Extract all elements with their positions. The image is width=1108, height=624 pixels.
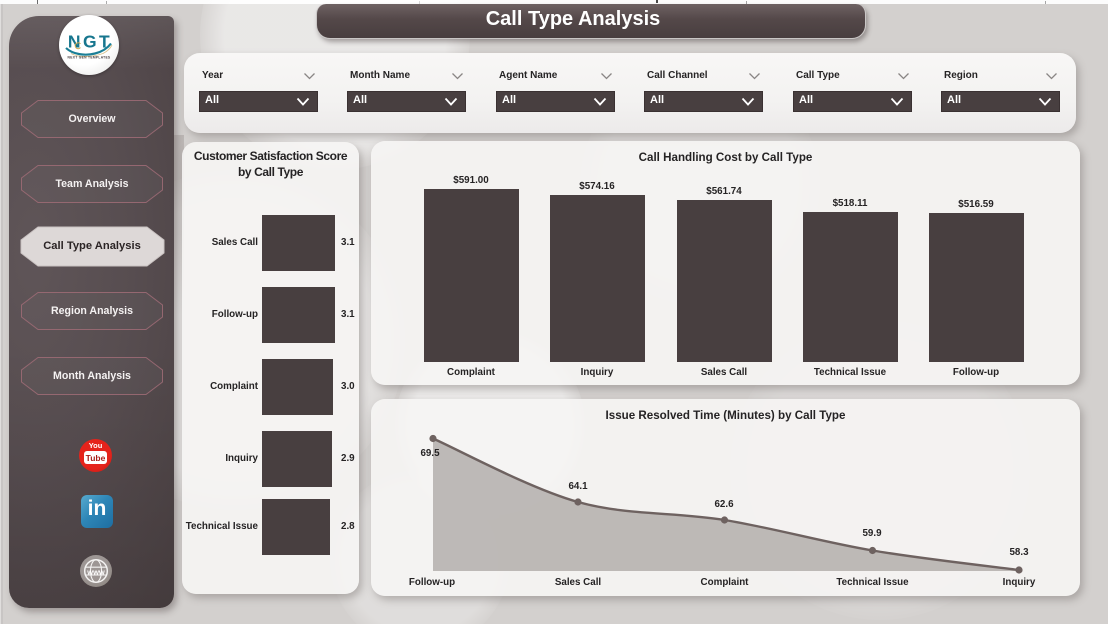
svg-text:NGT: NGT bbox=[68, 32, 112, 52]
svg-text:NEXT GEN TEMPLATES: NEXT GEN TEMPLATES bbox=[68, 56, 111, 60]
svg-text:www: www bbox=[86, 567, 105, 576]
